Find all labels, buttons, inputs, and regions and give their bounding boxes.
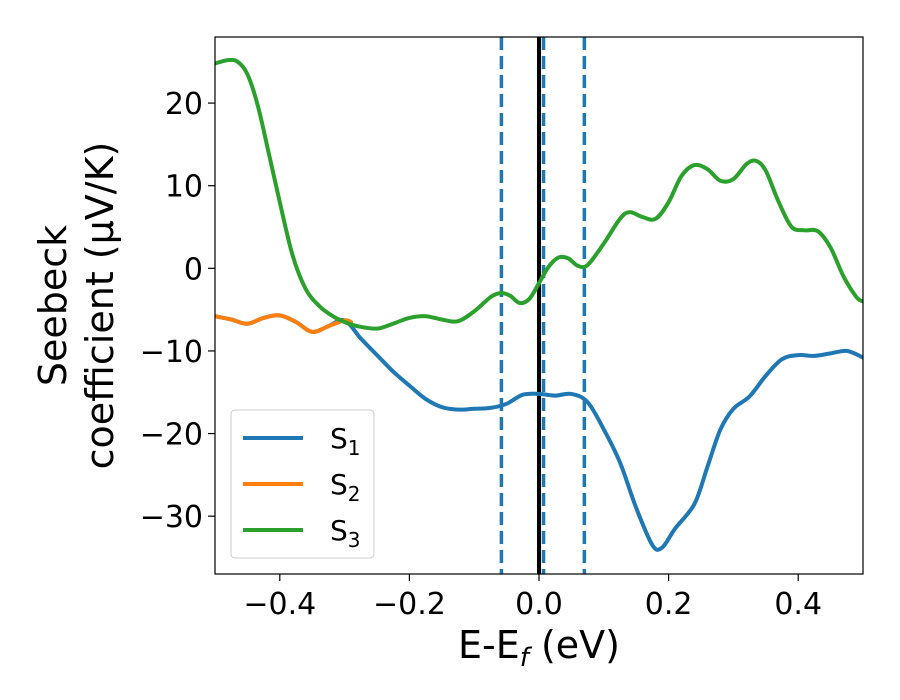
y-tick-label: −10 — [140, 335, 203, 370]
x-tick-label: 0.0 — [515, 587, 563, 622]
y-tick-label: 10 — [165, 170, 203, 205]
series-line-S3 — [215, 57, 863, 331]
y-tick-label: −30 — [140, 500, 203, 535]
x-axis-label-unit: (eV) — [529, 623, 620, 667]
legend-label-S2: S2 — [330, 468, 361, 506]
legend-label-S3: S3 — [330, 514, 361, 552]
x-axis-label: E-Ef (eV) — [458, 623, 620, 673]
vertical-reference-lines — [499, 37, 587, 574]
x-tick-label: 0.2 — [645, 587, 693, 622]
x-axis-ticks: −0.4 −0.2 0.0 0.2 0.4 — [243, 574, 822, 622]
x-tick-label: −0.2 — [373, 587, 446, 622]
y-axis-label-line2: coefficient (μV/K) — [78, 142, 122, 470]
y-axis-label-line1: Seebeck — [31, 225, 75, 386]
legend-label-S1: S1 — [330, 422, 361, 460]
legend: S1 S2 S3 — [230, 409, 375, 559]
y-axis-label: Seebeck coefficient (μV/K) — [31, 142, 122, 470]
y-tick-label: −20 — [140, 418, 203, 453]
series-lines — [215, 57, 863, 552]
x-tick-label: −0.4 — [243, 587, 316, 622]
series-line-S2 — [215, 313, 354, 334]
x-tick-label: 0.4 — [774, 587, 822, 622]
y-tick-label: 0 — [184, 252, 203, 287]
y-tick-label: 20 — [165, 87, 203, 122]
y-axis-ticks: −30 −20 −10 0 10 20 — [140, 87, 215, 535]
x-axis-label-main: E-E — [458, 623, 520, 667]
